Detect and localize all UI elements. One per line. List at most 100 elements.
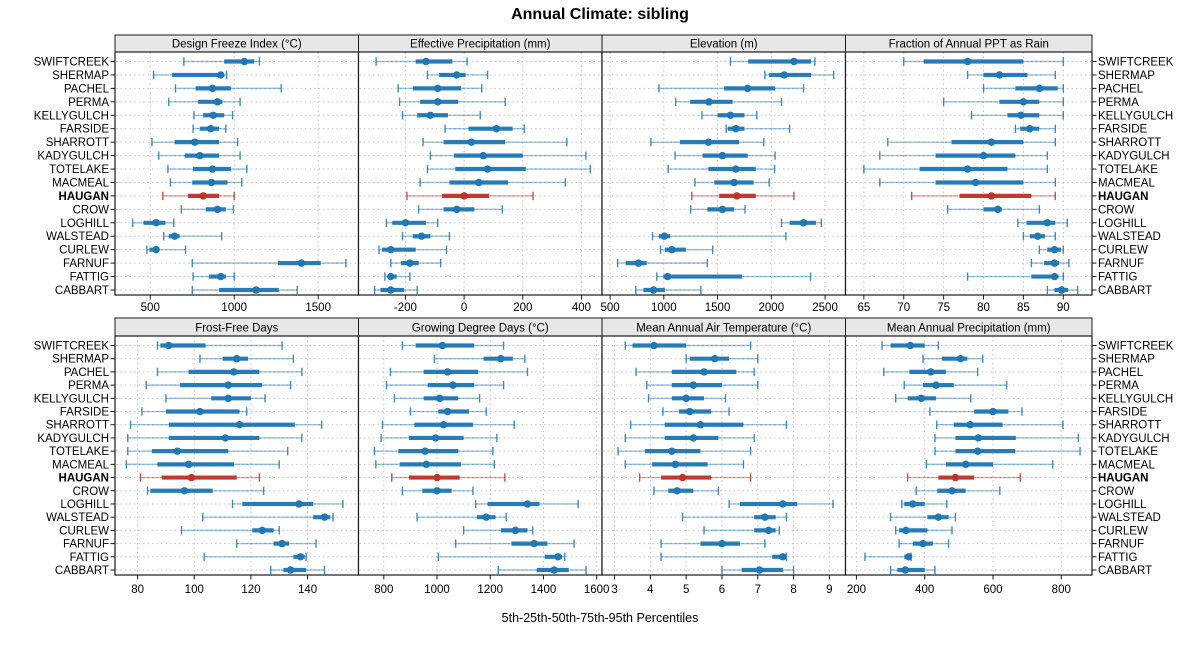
percentile-mark-macmeal [925, 460, 1054, 469]
percentile-mark-haugan [391, 473, 506, 482]
median-dot [663, 272, 672, 281]
median-dot [213, 205, 222, 214]
percentile-mark-haugan [911, 191, 1057, 201]
median-dot [730, 178, 738, 187]
median-dot [431, 434, 440, 442]
percentile-mark-swiftcreek [729, 57, 816, 66]
median-dot [297, 259, 306, 267]
percentile-mark-sharrott [151, 137, 239, 147]
site-label-left-totelake: TOTELAKE [49, 446, 109, 458]
percentile-mark-pachel [982, 84, 1064, 93]
x-tick-label: 3 [611, 584, 617, 596]
percentile-mark-farnuf [454, 539, 575, 548]
median-dot [224, 394, 232, 403]
percentile-mark-cabbart [373, 285, 418, 295]
percentile-mark-pachel [658, 84, 805, 93]
x-tick-label: 0 [461, 302, 467, 314]
percentile-mark-loghill [728, 499, 834, 509]
percentile-mark-macmeal [624, 460, 745, 469]
site-label-left-curlew: CURLEW [59, 525, 109, 537]
median-dot [704, 138, 713, 146]
site-label-left-perma: PERMA [68, 380, 109, 392]
panel-design-freeze-index-c: Design Freeze Index (°C) 500 1000 1500 [114, 34, 360, 314]
percentile-mark-walstead [889, 512, 957, 522]
percentile-mark-sharrott [650, 137, 765, 147]
median-dot [743, 84, 752, 93]
median-dot [453, 71, 461, 79]
median-dot [973, 447, 982, 455]
percentile-mark-totelake [617, 446, 752, 456]
median-dot [417, 232, 426, 240]
panel-strip-title: Growing Degree Days (°C) [412, 323, 549, 335]
median-dot [718, 151, 727, 160]
median-dot [453, 205, 461, 214]
percentile-mark-kadygulch [674, 151, 776, 160]
median-dot [479, 151, 487, 160]
percentile-mark-loghill [1017, 218, 1068, 227]
median-dot [258, 526, 266, 535]
percentile-mark-perma [145, 380, 292, 390]
median-dot [196, 407, 204, 416]
percentile-mark-haugan [406, 191, 534, 201]
site-label-right-kellygulch: KELLYGULCH [1098, 393, 1173, 405]
x-tick-label: 90 [1057, 302, 1070, 314]
median-dot [230, 368, 238, 376]
percentile-mark-totelake [863, 164, 1049, 174]
median-dot [961, 460, 970, 469]
site-label-right-kadygulch: KADYGULCH [1098, 151, 1170, 163]
percentile-mark-shermap [685, 354, 759, 363]
median-dot [671, 460, 680, 469]
percentile-mark-curlew [894, 526, 953, 535]
site-label-left-cabbart: CABBART [55, 285, 109, 297]
median-dot [799, 219, 808, 227]
percentile-mark-curlew [146, 245, 187, 254]
x-tick-label: 1400 [531, 584, 557, 596]
percentile-mark-perma [168, 97, 241, 107]
percentile-mark-cabbart [889, 565, 936, 575]
percentile-mark-swiftcreek [183, 57, 261, 66]
median-dot [686, 407, 694, 416]
x-tick-label: 800 [374, 584, 393, 596]
median-dot [1057, 286, 1066, 294]
median-dot [217, 272, 225, 281]
site-label-left-walstead: WALSTEAD [46, 231, 109, 243]
site-label-left-crow: CROW [73, 486, 110, 498]
percentile-mark-kellygulch [970, 111, 1064, 120]
percentile-mark-loghill [231, 499, 344, 509]
percentile-mark-swiftcreek [156, 341, 283, 350]
percentile-mark-farside [662, 407, 730, 416]
median-dot [718, 539, 726, 548]
median-dot [634, 259, 643, 267]
median-dot [475, 178, 483, 187]
median-dot [904, 553, 913, 561]
percentile-mark-sharrott [381, 420, 515, 429]
median-dot [387, 272, 395, 281]
panel-frost-free-days: Frost-Free Days 80 100 120 140 [114, 317, 360, 596]
site-label-left-farside: FARSIDE [60, 407, 110, 419]
median-dot [295, 500, 303, 508]
percentile-mark-fattig [203, 552, 307, 561]
median-dot [682, 394, 690, 403]
percentile-mark-farside [192, 124, 227, 133]
percentile-mark-kellygulch [701, 111, 758, 120]
x-tick-label: 600 [983, 584, 1002, 596]
median-dot [460, 192, 468, 200]
median-dot [443, 407, 452, 416]
site-label-right-loghill: LOGHILL [1098, 499, 1147, 511]
percentile-mark-swiftcreek [903, 57, 1064, 66]
x-tick-label: 800 [1052, 584, 1071, 596]
percentile-mark-cabbart [497, 565, 587, 575]
percentile-mark-perma [674, 97, 783, 107]
median-dot [732, 165, 740, 173]
panel-strip-title: Frost-Free Days [195, 323, 278, 335]
x-tick-label: 80 [977, 302, 990, 314]
site-label-left-farnuf: FARNUF [63, 539, 109, 551]
site-label-right-farside: FARSIDE [1098, 407, 1148, 419]
panel-border [844, 51, 1093, 296]
median-dot [650, 341, 658, 350]
x-tick-label: 7 [755, 584, 761, 596]
median-dot [240, 57, 249, 66]
median-dot [449, 381, 457, 389]
median-dot [435, 394, 444, 403]
median-dot [901, 566, 909, 574]
